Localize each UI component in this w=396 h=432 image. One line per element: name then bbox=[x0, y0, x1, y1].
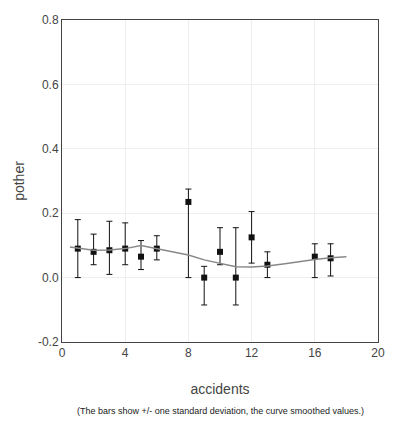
svg-text:16: 16 bbox=[308, 346, 322, 360]
svg-text:pother: pother bbox=[11, 161, 27, 201]
svg-text:-0.2: -0.2 bbox=[38, 335, 59, 349]
svg-text:0.0: 0.0 bbox=[42, 271, 59, 285]
svg-text:20: 20 bbox=[371, 346, 385, 360]
svg-text:12: 12 bbox=[245, 346, 259, 360]
svg-text:4: 4 bbox=[122, 346, 129, 360]
svg-text:0.2: 0.2 bbox=[42, 206, 59, 220]
svg-text:(The bars show +/- one standar: (The bars show +/- one standard deviatio… bbox=[77, 406, 364, 416]
svg-text:accidents: accidents bbox=[190, 381, 249, 397]
svg-text:8: 8 bbox=[185, 346, 192, 360]
svg-text:0.4: 0.4 bbox=[42, 142, 59, 156]
svg-text:0.8: 0.8 bbox=[42, 13, 59, 27]
svg-text:0: 0 bbox=[59, 346, 66, 360]
svg-text:0.6: 0.6 bbox=[42, 78, 59, 92]
